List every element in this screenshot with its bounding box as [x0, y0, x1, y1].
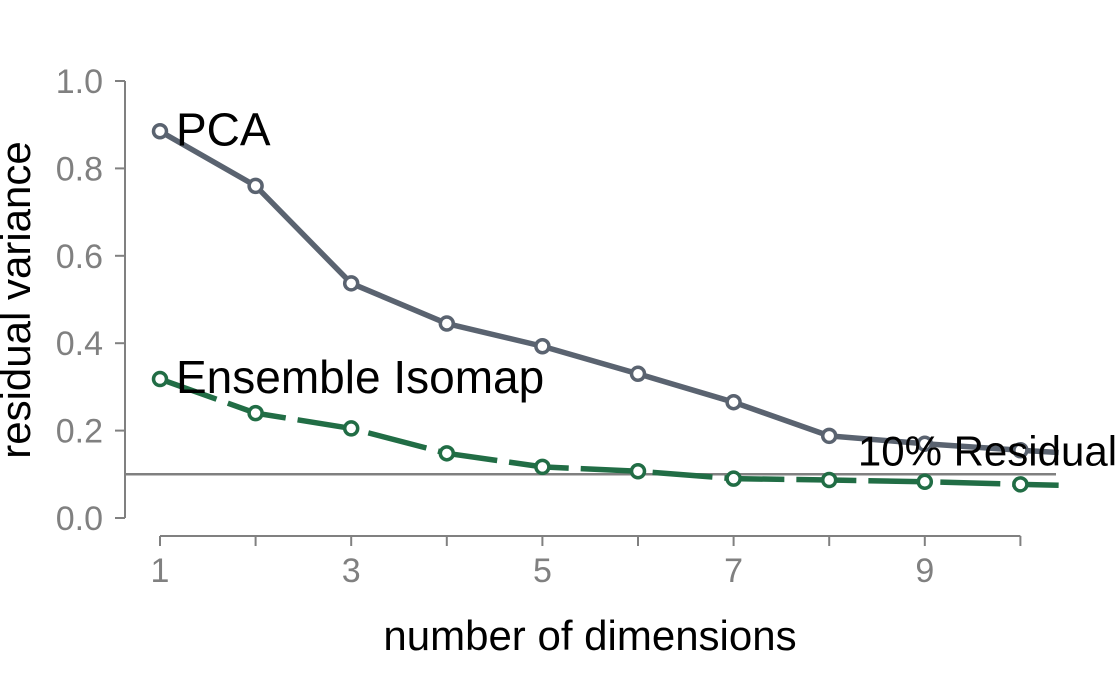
ensemble-isomap-point — [629, 462, 647, 480]
y-axis-title: residual variance — [0, 141, 39, 459]
y-tick-label: 0.2 — [56, 413, 103, 451]
y-tick-label: 0.0 — [56, 500, 103, 538]
pca-point — [820, 427, 838, 445]
ensemble-isomap-point — [534, 458, 551, 476]
x-tick-label: 5 — [533, 552, 552, 590]
ensemble-isomap-point — [1012, 476, 1029, 493]
x-tick-label: 1 — [151, 552, 170, 590]
ensemble-isomap-label: Ensemble Isomap — [176, 351, 544, 403]
ensemble-isomap-point — [438, 445, 456, 462]
label-layer: PCA Ensemble Isomap 10% Residual — [176, 103, 1117, 474]
residual-threshold-label: 10% Residual — [858, 428, 1117, 475]
pca-label: PCA — [176, 103, 271, 155]
pca-point — [342, 275, 360, 292]
pca-line — [158, 128, 1059, 456]
ensemble-isomap-point — [151, 370, 169, 388]
ensemble-isomap-point — [342, 420, 360, 437]
x-axis-title: number of dimensions — [383, 612, 796, 659]
pca-point — [916, 435, 934, 452]
ensemble-isomap-point — [247, 404, 264, 422]
series-layer — [151, 123, 1059, 493]
ensemble-isomap-point — [820, 471, 838, 489]
y-tick-label: 1.0 — [56, 63, 103, 101]
axes: 0.0 0.2 0.4 0.6 0.8 1.0 1 3 5 7 9 — [56, 63, 1022, 590]
y-tick-label: 0.8 — [56, 150, 103, 188]
y-tick-label: 0.4 — [56, 325, 103, 363]
x-tick-label: 7 — [724, 552, 743, 590]
pca-point — [247, 177, 264, 195]
pca-point — [151, 123, 169, 140]
pca-point — [629, 365, 647, 383]
ensemble-isomap-point — [725, 470, 742, 487]
ensemble-isomap-point — [916, 473, 934, 490]
pca-point — [725, 393, 742, 411]
y-tick-label: 0.6 — [56, 238, 103, 276]
pca-point — [438, 315, 456, 332]
pca-point — [1012, 442, 1029, 459]
pca-point — [534, 338, 551, 355]
x-tick-label: 3 — [342, 552, 361, 590]
x-tick-label: 9 — [915, 552, 934, 590]
